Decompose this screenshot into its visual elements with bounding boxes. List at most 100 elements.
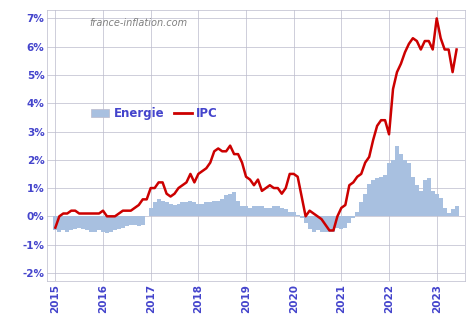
Bar bbox=[181, 202, 184, 216]
Bar bbox=[216, 201, 220, 216]
Bar bbox=[264, 208, 268, 216]
Bar bbox=[439, 198, 443, 216]
Bar bbox=[319, 216, 323, 232]
Bar bbox=[387, 163, 391, 216]
Bar bbox=[61, 216, 65, 230]
Bar bbox=[284, 209, 288, 216]
Bar bbox=[383, 175, 387, 216]
Bar bbox=[133, 216, 137, 225]
Bar bbox=[371, 179, 375, 216]
Text: france-inflation.com: france-inflation.com bbox=[89, 18, 187, 28]
Bar bbox=[236, 201, 240, 216]
Bar bbox=[212, 201, 216, 216]
Bar bbox=[268, 208, 272, 216]
Bar bbox=[54, 216, 57, 230]
Bar bbox=[399, 154, 403, 216]
Bar bbox=[109, 216, 113, 232]
Bar bbox=[137, 216, 141, 226]
Bar bbox=[117, 216, 121, 229]
Bar bbox=[77, 216, 81, 228]
Bar bbox=[161, 201, 164, 216]
Bar bbox=[228, 194, 232, 216]
Bar bbox=[351, 216, 356, 218]
Bar bbox=[89, 216, 93, 232]
Bar bbox=[204, 202, 208, 216]
Bar bbox=[447, 213, 451, 216]
Bar bbox=[97, 216, 101, 230]
Bar bbox=[252, 207, 256, 216]
Bar bbox=[201, 204, 204, 216]
Bar bbox=[367, 184, 371, 216]
Bar bbox=[336, 216, 339, 228]
Bar bbox=[276, 207, 280, 216]
Bar bbox=[347, 216, 351, 223]
Bar bbox=[57, 216, 61, 232]
Bar bbox=[153, 202, 156, 216]
Bar bbox=[73, 216, 77, 229]
Bar bbox=[395, 146, 399, 216]
Bar bbox=[256, 207, 260, 216]
Bar bbox=[260, 207, 264, 216]
Bar bbox=[232, 192, 236, 216]
Bar bbox=[308, 216, 311, 229]
Bar bbox=[121, 216, 125, 228]
Bar bbox=[149, 208, 153, 216]
Bar bbox=[431, 191, 435, 216]
Bar bbox=[304, 216, 308, 223]
Bar bbox=[113, 216, 117, 230]
Bar bbox=[423, 179, 427, 216]
Bar bbox=[296, 215, 300, 216]
Bar bbox=[280, 208, 284, 216]
Bar bbox=[375, 178, 379, 216]
Bar bbox=[300, 216, 304, 218]
Bar bbox=[81, 216, 85, 229]
Bar bbox=[105, 216, 109, 233]
Bar bbox=[328, 216, 331, 232]
Bar bbox=[184, 202, 189, 216]
Bar bbox=[224, 195, 228, 216]
Bar bbox=[192, 202, 196, 216]
Bar bbox=[419, 191, 423, 216]
Bar bbox=[156, 199, 161, 216]
Bar bbox=[455, 207, 458, 216]
Legend: Energie, IPC: Energie, IPC bbox=[87, 103, 223, 125]
Bar bbox=[339, 216, 343, 229]
Bar bbox=[435, 194, 439, 216]
Bar bbox=[189, 201, 192, 216]
Bar bbox=[176, 204, 181, 216]
Bar bbox=[343, 216, 347, 228]
Bar bbox=[331, 216, 336, 232]
Bar bbox=[359, 202, 363, 216]
Bar bbox=[240, 207, 244, 216]
Bar bbox=[220, 199, 224, 216]
Bar bbox=[141, 216, 145, 225]
Bar bbox=[173, 205, 176, 216]
Bar bbox=[356, 212, 359, 216]
Bar bbox=[451, 209, 455, 216]
Bar bbox=[288, 212, 292, 216]
Bar bbox=[323, 216, 328, 232]
Bar bbox=[65, 216, 69, 232]
Bar bbox=[391, 160, 395, 216]
Bar bbox=[248, 208, 252, 216]
Bar bbox=[379, 177, 383, 216]
Bar bbox=[129, 216, 133, 225]
Bar bbox=[407, 163, 411, 216]
Bar bbox=[93, 216, 97, 232]
Bar bbox=[101, 216, 105, 232]
Bar bbox=[196, 204, 201, 216]
Bar bbox=[427, 178, 431, 216]
Bar bbox=[443, 208, 447, 216]
Bar bbox=[316, 216, 319, 230]
Bar bbox=[363, 194, 367, 216]
Bar bbox=[411, 177, 415, 216]
Bar bbox=[208, 202, 212, 216]
Bar bbox=[85, 216, 89, 230]
Bar bbox=[69, 216, 73, 230]
Bar bbox=[169, 204, 173, 216]
Bar bbox=[272, 207, 276, 216]
Bar bbox=[415, 185, 419, 216]
Bar bbox=[311, 216, 316, 232]
Bar bbox=[244, 207, 248, 216]
Bar bbox=[125, 216, 129, 226]
